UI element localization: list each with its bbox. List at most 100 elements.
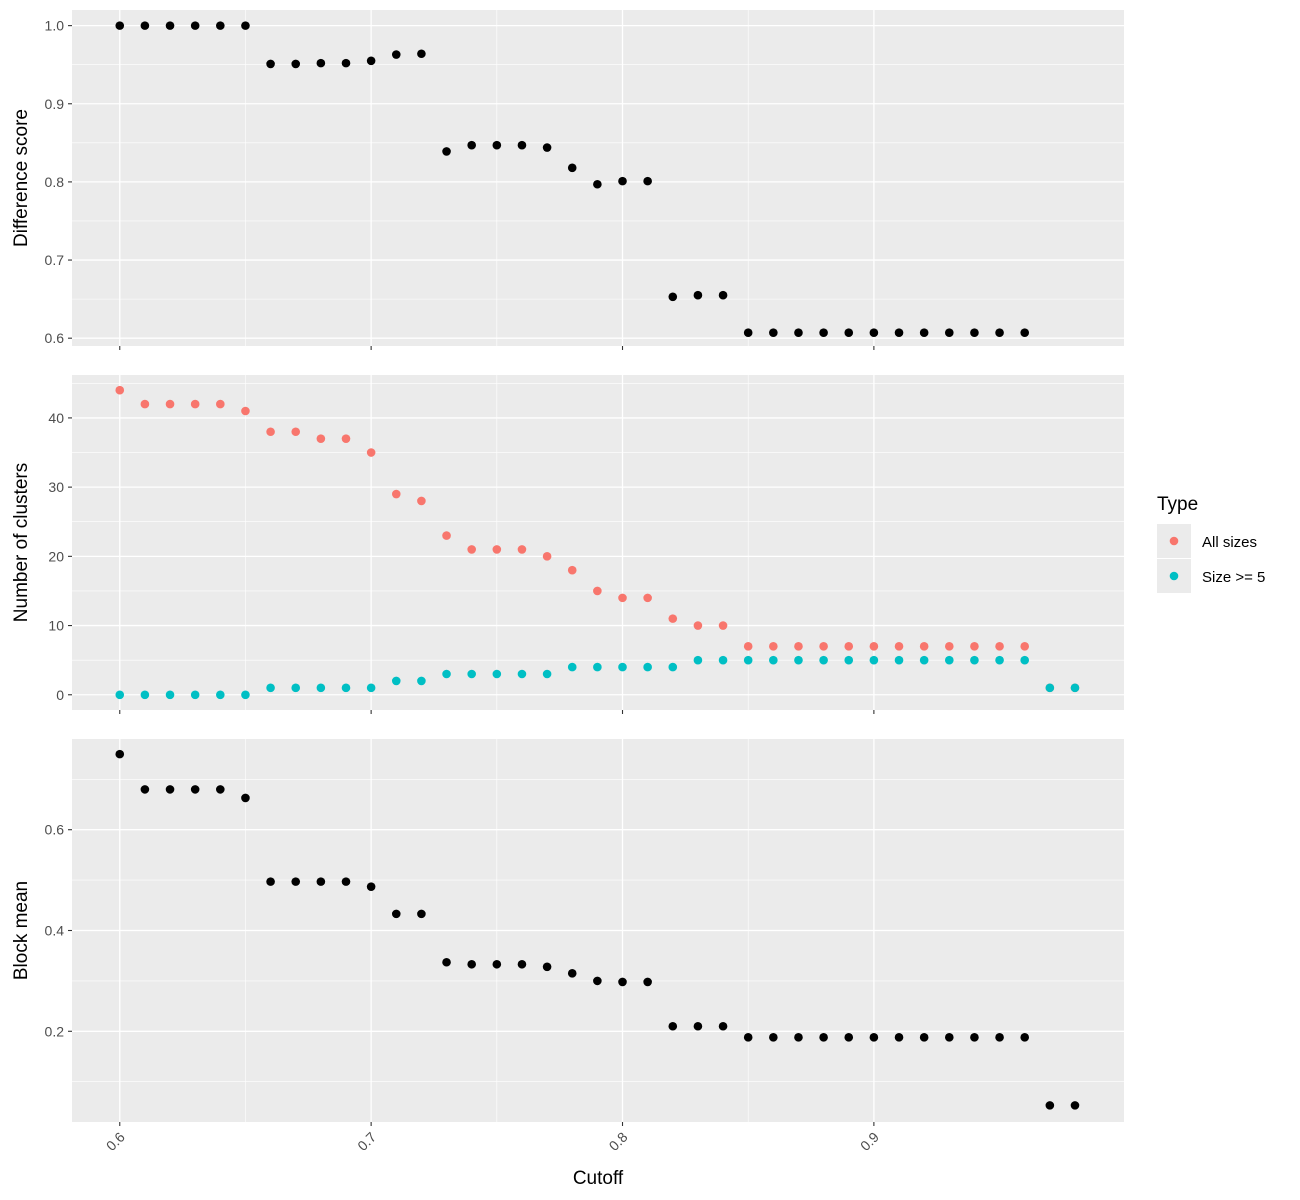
data-point (467, 140, 476, 150)
y-axis-title: Difference score (11, 109, 32, 247)
data-point (492, 669, 502, 679)
data-point (819, 655, 828, 665)
data-point (366, 683, 376, 693)
data-point (216, 21, 225, 30)
data-point (542, 552, 552, 561)
x-axis-title: Cutoff (573, 1168, 624, 1189)
data-point (391, 489, 401, 499)
y-tick-label: 0.9 (45, 96, 65, 112)
y-tick-label: 0.7 (45, 252, 65, 268)
data-point (718, 1021, 728, 1031)
data-point (241, 406, 250, 416)
data-point (769, 642, 778, 651)
panel-difference-score: 0.6 0.7 0.8 0.9 1.0 Difference score (11, 10, 1124, 350)
data-point (1070, 683, 1080, 693)
data-point (718, 290, 728, 300)
y-tick-label: 0.6 (45, 822, 65, 838)
data-point (618, 176, 627, 186)
legend-label: All sizes (1202, 534, 1257, 551)
data-point (115, 385, 125, 395)
data-point (869, 1033, 879, 1042)
data-point (794, 1033, 803, 1042)
data-point (844, 1033, 854, 1042)
data-point (844, 655, 854, 665)
data-point (995, 328, 1004, 338)
data-point (366, 448, 376, 457)
panel-block-mean: 0.2 0.4 0.6 Block mean (11, 739, 1124, 1126)
data-point (115, 690, 125, 700)
series-number-of-clusters-1 (115, 655, 1080, 700)
data-point (216, 690, 225, 700)
data-point (542, 669, 552, 679)
data-point (1020, 655, 1030, 665)
data-point (492, 545, 502, 554)
series-block-mean-0 (115, 749, 1080, 1110)
data-point (618, 662, 627, 672)
data-point (492, 959, 502, 969)
data-point (190, 399, 200, 409)
data-point (668, 1021, 678, 1031)
data-point (216, 399, 225, 409)
data-point (417, 496, 426, 506)
y-tick-label: 0.8 (45, 174, 65, 190)
data-point (1020, 1033, 1030, 1042)
data-point (567, 565, 577, 575)
data-point (894, 642, 904, 651)
data-point (743, 642, 753, 651)
data-point (165, 21, 175, 30)
data-point (718, 621, 728, 630)
data-point (517, 545, 527, 554)
panel-background (72, 10, 1124, 346)
data-point (794, 642, 803, 651)
data-point (819, 328, 828, 338)
data-point (970, 1033, 979, 1042)
x-tick-label: 0.6 (103, 1129, 128, 1154)
legend: Type All sizes Size >= 5 (1157, 494, 1265, 593)
legend-label: Size >= 5 (1202, 569, 1265, 586)
panel-background (72, 375, 1124, 710)
data-point (919, 328, 929, 338)
data-point (316, 683, 326, 693)
data-point (769, 328, 778, 338)
data-point (995, 1033, 1004, 1042)
data-point (995, 655, 1004, 665)
data-point (618, 593, 627, 603)
data-point (442, 957, 451, 967)
y-tick-label: 10 (48, 618, 64, 634)
data-point (769, 655, 778, 665)
data-point (1070, 1101, 1080, 1110)
data-point (1020, 328, 1030, 338)
data-point (593, 976, 602, 986)
data-point (995, 642, 1004, 651)
data-point (894, 328, 904, 338)
data-point (165, 399, 175, 409)
data-point (115, 749, 125, 759)
legend-key-dot (1169, 536, 1179, 546)
data-point (241, 21, 250, 30)
data-point (643, 977, 652, 987)
data-point (869, 328, 879, 338)
data-point (894, 655, 904, 665)
y-axis-title: Block mean (11, 881, 32, 980)
data-point (618, 977, 627, 987)
data-point (819, 642, 828, 651)
data-point (391, 909, 401, 919)
data-point (165, 785, 175, 794)
data-point (1045, 1101, 1055, 1110)
data-point (316, 877, 326, 886)
data-point (190, 690, 200, 700)
data-point (919, 642, 929, 651)
y-tick-label: 0.4 (45, 923, 65, 939)
data-point (944, 642, 954, 651)
data-point (743, 655, 753, 665)
data-point (417, 49, 426, 59)
x-tick-label: 0.9 (857, 1129, 882, 1154)
data-point (944, 655, 954, 665)
data-point (291, 683, 301, 693)
data-point (869, 642, 879, 651)
data-point (970, 328, 979, 338)
legend-title: Type (1157, 494, 1198, 515)
x-tick-label: 0.8 (606, 1129, 631, 1154)
data-point (693, 1021, 703, 1031)
